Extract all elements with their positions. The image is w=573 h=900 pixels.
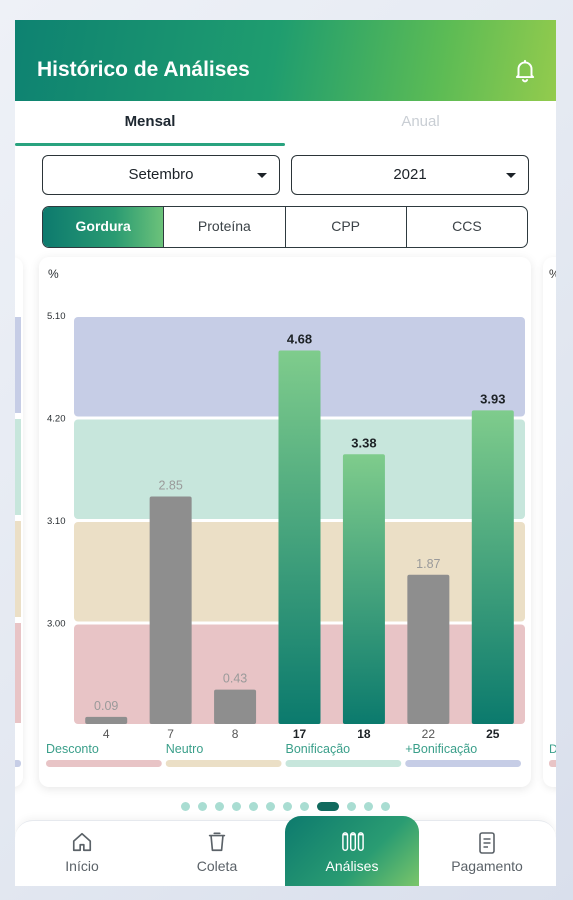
x-tick-label: 17 <box>293 727 307 741</box>
nav-inicio[interactable]: Início <box>15 821 149 886</box>
month-select[interactable]: Setembro <box>42 155 280 195</box>
bar[interactable] <box>214 689 257 724</box>
segment-ccs[interactable]: CCS <box>405 207 527 247</box>
pager-dot[interactable] <box>198 802 207 811</box>
legend-swatch <box>165 760 282 767</box>
previous-chart-card[interactable] <box>15 257 23 787</box>
nav-inicio-label: Início <box>65 858 99 874</box>
bars: 0.09 4 2.85 7 0.43 8 4.68 17 3.38 18 1.87 22 3.93 25 <box>85 332 514 741</box>
bar[interactable] <box>149 496 192 724</box>
legend-label: Bonificação <box>286 742 351 756</box>
next-chart-preview: % D <box>549 267 556 767</box>
pager-dot[interactable] <box>364 802 373 811</box>
chart-pager <box>15 802 556 814</box>
pager-dot[interactable] <box>283 802 292 811</box>
legend: Desconto Neutro Bonificação +Bonificação <box>46 742 521 767</box>
chevron-down-icon <box>506 173 516 178</box>
x-tick-label: 22 <box>422 727 436 741</box>
legend-label: Desconto <box>46 742 99 756</box>
bar-value-label: 1.87 <box>416 557 440 571</box>
bar[interactable] <box>471 410 514 724</box>
nav-pagamento-label: Pagamento <box>451 858 523 874</box>
chart-card: % 5.10 4.20 3.10 3.00 0.09 4 2.85 7 0.43 8 4.68 17… <box>39 257 531 787</box>
y-tick-label: 4.20 <box>47 414 66 425</box>
pager-dot[interactable] <box>249 802 258 811</box>
segment-gordura[interactable]: Gordura <box>43 207 164 247</box>
month-value: Setembro <box>128 166 194 183</box>
bar[interactable] <box>85 716 128 724</box>
next-chart-card[interactable]: % D <box>543 257 556 787</box>
pager-dot[interactable] <box>232 802 241 811</box>
legend-swatch <box>285 760 402 767</box>
legend-swatch <box>46 760 162 767</box>
segment-proteina[interactable]: Proteína <box>163 207 284 247</box>
bucket-icon <box>208 832 226 852</box>
period-tabs: Mensal Anual <box>15 101 556 147</box>
legend-label: Neutro <box>166 742 204 756</box>
nav-coleta-label: Coleta <box>196 858 238 874</box>
pager-dot[interactable] <box>300 802 309 811</box>
active-tab-indicator <box>15 143 285 146</box>
bar-chart: % 5.10 4.20 3.10 3.00 0.09 4 2.85 7 0.43 8 4.68 17… <box>46 267 525 767</box>
x-tick-label: 4 <box>103 727 110 741</box>
bar-value-label: 2.85 <box>158 479 182 493</box>
year-value: 2021 <box>393 166 427 183</box>
tab-anual[interactable]: Anual <box>401 113 440 130</box>
pager-dot[interactable] <box>317 802 339 811</box>
svg-text:D: D <box>549 742 556 756</box>
pager-dot[interactable] <box>215 802 224 811</box>
nav-analises-label: Análises <box>325 858 379 874</box>
test-tubes-icon <box>342 832 364 851</box>
bar-value-label: 3.93 <box>480 391 505 406</box>
tab-mensal[interactable]: Mensal <box>124 113 176 130</box>
legend-label: +Bonificação <box>405 742 477 756</box>
bar-value-label: 3.38 <box>351 435 376 450</box>
nav-pagamento[interactable]: Pagamento <box>420 821 554 886</box>
pager-dot[interactable] <box>266 802 275 811</box>
receipt-icon <box>479 832 495 854</box>
bar-value-label: 0.09 <box>94 699 118 713</box>
bar[interactable] <box>342 454 385 724</box>
bell-icon[interactable] <box>512 57 538 83</box>
x-tick-label: 18 <box>357 727 371 741</box>
pager-dot[interactable] <box>381 802 390 811</box>
svg-text:%: % <box>549 267 556 281</box>
legend-swatch <box>405 760 521 767</box>
bar[interactable] <box>278 350 321 724</box>
previous-chart-preview <box>15 317 21 767</box>
x-tick-label: 8 <box>232 727 239 741</box>
y-axis-ticks: 5.10 4.20 3.10 3.00 <box>47 311 66 630</box>
y-tick-label: 3.00 <box>47 619 66 630</box>
pager-dot[interactable] <box>347 802 356 811</box>
x-tick-label: 25 <box>486 727 500 741</box>
x-tick-label: 7 <box>167 727 174 741</box>
segment-cpp[interactable]: CPP <box>284 207 406 247</box>
chevron-down-icon <box>257 173 267 178</box>
nav-coleta[interactable]: Coleta <box>150 821 284 886</box>
bar[interactable] <box>407 574 450 724</box>
y-axis-unit: % <box>48 267 59 281</box>
y-tick-label: 3.10 <box>47 516 66 527</box>
y-tick-label: 5.10 <box>47 311 66 322</box>
pager-dot[interactable] <box>181 802 190 811</box>
year-select[interactable]: 2021 <box>291 155 529 195</box>
bottom-navigation: Início Coleta Análises <box>15 816 556 886</box>
analysis-type-selector: Gordura Proteína CPP CCS <box>42 206 528 248</box>
home-icon <box>72 832 92 852</box>
bar-value-label: 4.68 <box>287 332 312 347</box>
app-screen: Histórico de Análises Mensal Anual Setem… <box>15 20 556 886</box>
bar-value-label: 0.43 <box>223 672 247 686</box>
app-header: Histórico de Análises <box>15 20 556 101</box>
nav-analises[interactable]: Análises <box>285 816 419 886</box>
page-title: Histórico de Análises <box>37 58 250 81</box>
